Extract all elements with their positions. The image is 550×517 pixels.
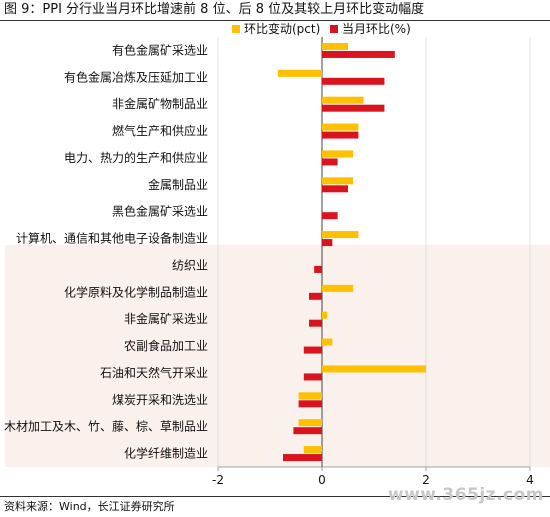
bar-s1-6 — [322, 212, 338, 220]
bar-s0-13 — [298, 392, 322, 400]
chart-title: 图 9：PPI 分行业当月环比增速前 8 位、后 8 位及其较上月环比变动幅度 — [4, 2, 425, 17]
category-label-10: 非金属矿采选业 — [124, 311, 208, 326]
category-label-0: 有色金属矿采选业 — [112, 42, 208, 57]
category-label-4: 电力、热力的生产和供应业 — [64, 150, 208, 165]
bar-s1-10 — [309, 319, 322, 327]
category-label-11: 农副食品加工业 — [124, 338, 208, 353]
bar-s0-9 — [322, 284, 354, 292]
bar-s0-1 — [277, 69, 322, 77]
bar-s1-8 — [314, 265, 322, 273]
bar-s1-2 — [322, 104, 385, 112]
category-label-6: 黑色金属矿采选业 — [112, 204, 208, 219]
bar-s1-5 — [322, 185, 348, 193]
legend-swatch-1 — [330, 25, 338, 33]
bar-s1-15 — [283, 454, 322, 462]
shaded-region — [5, 245, 550, 467]
footer: 资料来源：Wind，长江证券研究所 www.365jz.com — [0, 485, 550, 517]
x-tick-label-3: 4 — [526, 473, 534, 487]
bar-s0-5 — [322, 177, 354, 185]
gridlines — [217, 37, 531, 467]
bar-s1-9 — [309, 292, 322, 300]
bar-s0-12 — [322, 365, 426, 373]
legend: 环比变动(pct) 当月环比(%) — [232, 21, 411, 36]
bar-s1-14 — [293, 427, 322, 435]
bar-s1-3 — [322, 131, 359, 139]
legend-label-0: 环比变动(pct) — [244, 21, 320, 36]
category-label-7: 计算机、通信和其他电子设备制造业 — [16, 231, 208, 246]
category-label-8: 纺织业 — [172, 258, 208, 272]
bar-s1-4 — [322, 158, 338, 166]
bar-s1-11 — [303, 346, 322, 354]
category-label-5: 金属制品业 — [148, 177, 208, 192]
bar-s0-0 — [322, 42, 348, 50]
title-rule — [0, 20, 550, 21]
category-label-13: 煤炭开采和洗选业 — [112, 393, 208, 407]
category-label-3: 燃气生产和供应业 — [112, 123, 208, 138]
source-note: 资料来源：Wind，长江证券研究所 — [4, 500, 175, 513]
bar-s0-3 — [322, 123, 359, 131]
x-axis-ticks: -2 0 2 4 — [212, 466, 534, 487]
x-tick-label-0: -2 — [212, 473, 224, 487]
bar-s1-12 — [303, 373, 322, 381]
bar-s1-1 — [322, 77, 385, 85]
bar-s0-7 — [322, 231, 359, 239]
bars — [277, 42, 426, 462]
category-labels: 有色金属矿采选业有色金属冶炼及压延加工业非金属矿物制品业燃气生产和供应业电力、热… — [4, 42, 208, 460]
legend-label-1: 当月环比(%) — [342, 22, 411, 36]
watermark-logo: www.365jz.com — [387, 485, 544, 505]
category-label-12: 石油和天然气开采业 — [100, 365, 208, 380]
category-label-15: 化学纤维制造业 — [124, 446, 208, 461]
bar-s0-14 — [298, 419, 322, 427]
bar-s0-2 — [322, 96, 364, 104]
bar-chart: 有色金属矿采选业有色金属冶炼及压延加工业非金属矿物制品业燃气生产和供应业电力、热… — [4, 21, 550, 487]
bar-s0-10 — [322, 311, 328, 319]
bar-s1-0 — [322, 50, 395, 58]
category-label-14: 木材加工及木、竹、藤、棕、草制品业 — [4, 419, 208, 434]
legend-swatch-0 — [232, 25, 240, 33]
category-label-2: 非金属矿物制品业 — [112, 96, 208, 111]
x-tick-label-2: 2 — [422, 473, 430, 487]
category-label-9: 化学原料及化学制品制造业 — [64, 284, 208, 299]
category-label-1: 有色金属冶炼及压延加工业 — [64, 69, 208, 84]
x-tick-label-1: 0 — [318, 473, 326, 487]
bar-s1-7 — [322, 239, 333, 247]
bar-s0-4 — [322, 150, 354, 158]
bar-s0-11 — [322, 338, 333, 346]
bar-s1-13 — [298, 400, 322, 408]
bar-s0-15 — [303, 446, 322, 454]
